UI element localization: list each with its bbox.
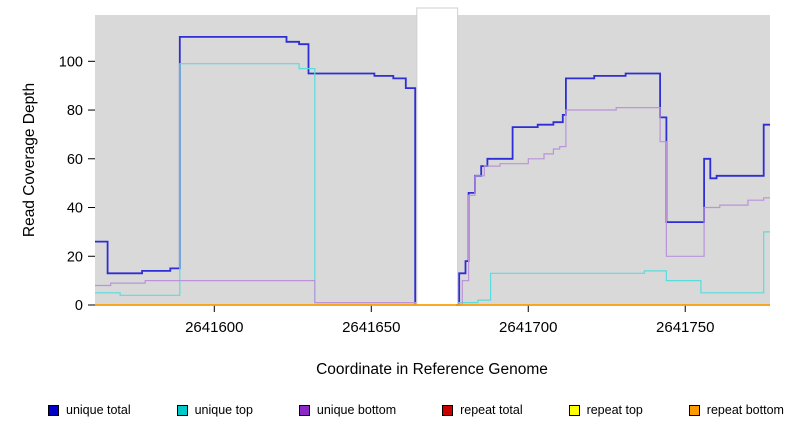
legend-label: repeat top bbox=[586, 403, 643, 417]
legend-label: unique bottom bbox=[316, 403, 397, 417]
x-axis-title: Coordinate in Reference Genome bbox=[316, 361, 548, 378]
svg-text:20: 20 bbox=[67, 249, 83, 265]
svg-text:60: 60 bbox=[67, 152, 83, 168]
svg-text:40: 40 bbox=[67, 201, 83, 217]
legend-item-unique-bottom: unique bottom bbox=[298, 403, 397, 417]
repeat-total-swatch-icon bbox=[442, 404, 454, 416]
svg-text:0: 0 bbox=[75, 298, 83, 314]
legend-item-unique-total: unique total bbox=[48, 403, 131, 417]
legend-label: unique top bbox=[194, 403, 253, 417]
svg-text:100: 100 bbox=[59, 54, 83, 70]
repeat-bottom-swatch-icon bbox=[688, 404, 700, 416]
legend-item-unique-top: unique top bbox=[176, 403, 253, 417]
svg-text:80: 80 bbox=[67, 103, 83, 119]
legend-item-repeat-total: repeat total bbox=[442, 403, 523, 417]
legend-label: repeat total bbox=[460, 403, 523, 417]
legend: unique total unique top unique bottom re… bbox=[48, 400, 784, 420]
svg-text:2641650: 2641650 bbox=[342, 319, 400, 336]
legend-label: repeat bottom bbox=[706, 403, 784, 417]
y-axis-title: Read Coverage Depth bbox=[21, 82, 38, 238]
unique-bottom-swatch-icon bbox=[298, 404, 310, 416]
svg-text:2641750: 2641750 bbox=[656, 319, 714, 336]
legend-item-repeat-bottom: repeat bottom bbox=[688, 403, 784, 417]
svg-text:2641700: 2641700 bbox=[499, 319, 557, 336]
svg-text:2641600: 2641600 bbox=[185, 319, 243, 336]
legend-item-repeat-top: repeat top bbox=[568, 403, 643, 417]
repeat-top-swatch-icon bbox=[568, 404, 580, 416]
unique-top-swatch-icon bbox=[176, 404, 188, 416]
legend-label: unique total bbox=[66, 403, 131, 417]
unique-total-swatch-icon bbox=[48, 404, 59, 416]
